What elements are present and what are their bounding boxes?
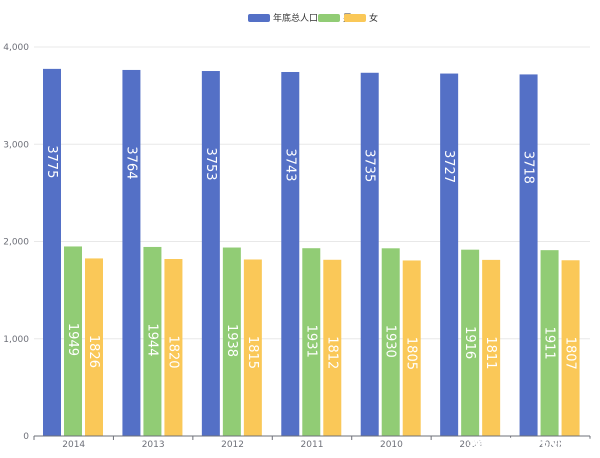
bar-value-label: 1949 xyxy=(65,323,80,356)
bar-2008-series-1 xyxy=(540,250,559,436)
bar-value-label: 1931 xyxy=(303,325,318,358)
bar-2008-series-0 xyxy=(519,74,538,436)
bar-2010-series-1 xyxy=(381,248,400,436)
bar-value-label: 3775 xyxy=(44,145,59,178)
x-tick-label: 2011 xyxy=(301,440,324,450)
bar-value-label: 1812 xyxy=(324,336,339,369)
bar-2010-series-2 xyxy=(402,260,421,436)
bar-2012-series-0 xyxy=(201,71,220,436)
x-tick-label: 2014 xyxy=(62,440,85,450)
legend-swatch xyxy=(318,14,340,22)
bar-2008-series-2 xyxy=(561,260,580,436)
bar-2013-series-1 xyxy=(143,246,162,436)
bar-2014-series-2 xyxy=(85,258,103,436)
x-tick-label: 2013 xyxy=(142,440,165,450)
bar-2009-series-1 xyxy=(461,249,480,436)
bar-2013-series-2 xyxy=(164,259,183,436)
legend-label: 年底总人口 xyxy=(273,12,318,24)
watermark-text: 搜狐号 @西外新传 xyxy=(469,436,594,454)
bar-2009-series-0 xyxy=(440,73,459,436)
x-tick-label: 2009 xyxy=(459,440,482,450)
y-tick-label: 4,000 xyxy=(3,43,29,53)
bar-value-label: 1815 xyxy=(245,336,260,369)
bar-value-label: 1805 xyxy=(404,337,419,370)
bar-value-label: 3764 xyxy=(123,146,138,179)
x-axis-ticks: 2014 2013 2012 2011 2010 2009 2008 xyxy=(62,440,562,450)
bars xyxy=(43,68,580,437)
bar-value-label: 1811 xyxy=(483,336,498,369)
bar-2011-series-0 xyxy=(281,71,300,436)
bar-value-label: 3718 xyxy=(521,151,536,184)
bar-value-label: 3735 xyxy=(362,149,377,182)
x-tick-label: 2012 xyxy=(221,440,244,450)
bar-value-label: 3753 xyxy=(203,147,218,180)
bar-2010-series-0 xyxy=(360,72,379,437)
x-axis xyxy=(33,435,591,440)
bar-value-label: 1930 xyxy=(383,325,398,358)
bar-2012-series-2 xyxy=(243,259,262,436)
bar-2011-series-1 xyxy=(302,248,321,436)
bar-2013-series-0 xyxy=(122,69,141,437)
bar-value-label: 1820 xyxy=(165,335,180,368)
bar-value-label: 1944 xyxy=(144,323,159,356)
legend: 年底总人口男女 xyxy=(248,12,378,24)
legend-swatch xyxy=(248,14,270,22)
bar-value-label: 3743 xyxy=(282,148,297,181)
bar-2014-series-0 xyxy=(43,68,61,436)
bar-value-label: 1938 xyxy=(224,324,239,357)
bar-value-label: 1826 xyxy=(86,335,101,368)
y-tick-label: 2,000 xyxy=(3,238,29,248)
bar-value-label: 1916 xyxy=(462,326,477,359)
legend-swatch xyxy=(344,14,366,22)
bar-value-label: 3727 xyxy=(441,150,456,183)
bar-2012-series-1 xyxy=(222,247,241,436)
x-tick-label: 2008 xyxy=(539,440,562,450)
bar-2011-series-2 xyxy=(323,259,342,436)
bar-labels: 3775 1949 1826 3764 1944 1820 3753 1938 1815 3743… xyxy=(44,145,578,370)
y-tick-label: 1,000 xyxy=(3,335,29,345)
y-tick-label: 0 xyxy=(23,432,29,442)
y-axis-ticks: 0 1,000 2,000 3,000 4,000 xyxy=(3,43,29,442)
bar-value-label: 1911 xyxy=(542,327,557,360)
legend-label: 女 xyxy=(369,12,378,24)
x-tick-label: 2010 xyxy=(380,440,403,450)
bar-value-label: 1807 xyxy=(563,337,578,370)
bar-2009-series-2 xyxy=(482,259,501,436)
y-tick-label: 3,000 xyxy=(3,140,29,150)
bar-2014-series-1 xyxy=(64,246,82,436)
